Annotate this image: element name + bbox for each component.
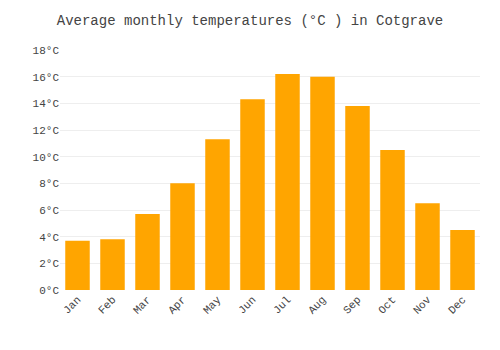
svg-text:Feb: Feb — [96, 294, 118, 316]
svg-text:Sep: Sep — [341, 294, 363, 316]
svg-text:Jun: Jun — [236, 294, 258, 316]
svg-text:18°C: 18°C — [33, 45, 60, 57]
svg-text:0°C: 0°C — [39, 285, 59, 297]
svg-text:Apr: Apr — [166, 294, 188, 316]
svg-text:4°C: 4°C — [39, 232, 59, 244]
svg-text:May: May — [201, 294, 224, 317]
svg-text:Oct: Oct — [376, 294, 398, 316]
svg-text:Aug: Aug — [306, 294, 328, 316]
svg-text:10°C: 10°C — [33, 152, 60, 164]
svg-text:2°C: 2°C — [39, 258, 59, 270]
svg-text:Average monthly temperatures (: Average monthly temperatures (°C ) in Co… — [57, 13, 443, 29]
svg-text:14°C: 14°C — [33, 98, 60, 110]
svg-text:Jan: Jan — [61, 294, 83, 316]
svg-text:Jul: Jul — [271, 294, 293, 316]
svg-text:6°C: 6°C — [39, 205, 59, 217]
svg-text:Nov: Nov — [411, 294, 434, 317]
svg-text:12°C: 12°C — [33, 125, 60, 137]
svg-text:8°C: 8°C — [39, 178, 59, 190]
svg-text:16°C: 16°C — [33, 72, 60, 84]
svg-text:Mar: Mar — [131, 294, 153, 316]
svg-text:Dec: Dec — [446, 294, 468, 316]
